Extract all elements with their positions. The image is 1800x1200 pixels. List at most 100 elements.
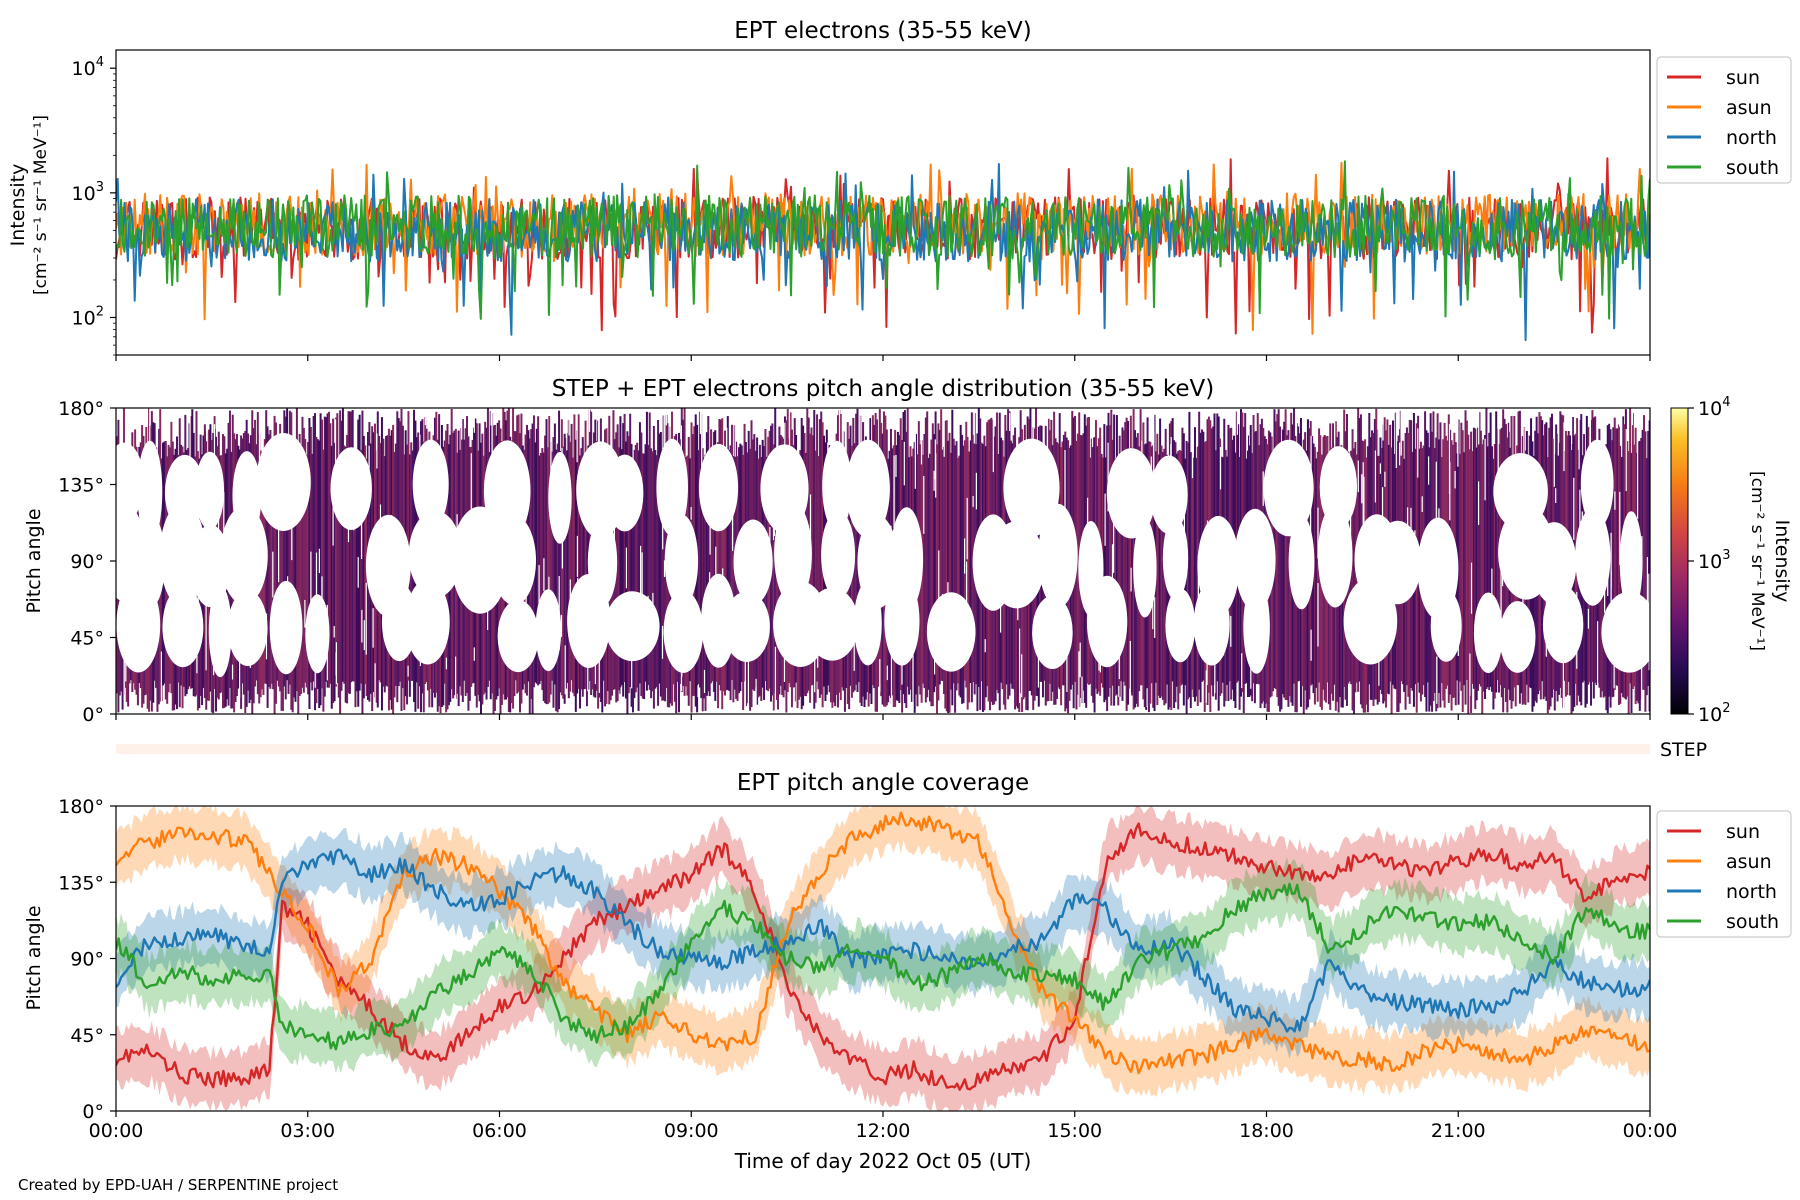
heatmap-gap [424,408,426,426]
heatmap-gap [288,482,290,505]
heatmap-column [297,452,300,714]
heatmap-gap [1086,575,1128,668]
heatmap-gap [912,654,914,711]
x-tick-label: 12:00 [856,1120,911,1142]
heatmap-column [336,413,339,683]
heatmap-column [1641,429,1644,690]
heatmap-gap [1113,511,1115,573]
heatmap-column [640,432,643,696]
heatmap-gap [304,600,306,628]
heatmap-gap [632,413,634,486]
heatmap-column [817,456,820,690]
heatmap-gap [1498,408,1500,430]
heatmap-column [1497,444,1500,693]
heatmap-gap [1362,462,1364,529]
heatmap-gap [1579,489,1581,547]
heatmap-gap [1299,467,1301,493]
heatmap-gap [1059,539,1061,574]
heatmap-gap [1449,461,1451,521]
heatmap-gap [558,576,560,651]
heatmap-gap [1078,651,1080,710]
heatmap-gap [1454,471,1456,489]
heatmap-column [1316,451,1319,702]
heatmap-column [279,423,282,692]
heatmap-gap [1133,518,1157,618]
heatmap-gap [1641,536,1643,569]
heatmap-column [583,456,586,690]
heatmap-gap [934,609,936,675]
heatmap-column [551,451,554,681]
heatmap-gap [405,579,450,665]
step-strip-label: STEP [1660,739,1707,761]
heatmap-gap [215,415,217,437]
heatmap-column [955,441,958,691]
heatmap-gap [1106,448,1156,539]
heatmap-gap [1545,595,1547,657]
heatmap-gap [213,560,215,621]
heatmap-column [567,419,570,699]
heatmap-gap [1641,657,1643,708]
heatmap-gap [587,614,589,692]
heatmap-column [1460,422,1463,691]
heatmap-column [1648,420,1650,712]
heatmap-gap [1646,557,1648,605]
heatmap-column [290,412,293,710]
heatmap-gap [1563,422,1565,472]
heatmap-column [304,438,307,683]
heatmap-column [956,457,959,684]
heatmap-column [1125,417,1128,711]
heatmap-gap [1417,428,1419,478]
heatmap-gap [1154,597,1156,638]
heatmap-gap [1222,598,1225,656]
heatmap-gap [1129,640,1131,701]
heatmap-column [1457,419,1460,705]
heatmap-column [1313,447,1316,705]
heatmap-gap [668,408,670,470]
heatmap-column [286,408,289,681]
heatmap-gap [1303,484,1305,538]
heatmap-gap [1399,442,1401,466]
heatmap-gap [1576,591,1578,669]
heatmap-column [546,447,549,705]
heatmap-gap [1206,623,1208,685]
heatmap-gap [1321,434,1323,455]
heatmap-gap [394,595,396,659]
heatmap-gap [1597,621,1599,692]
heatmap-gap [756,547,758,602]
heatmap-gap [935,453,937,498]
heatmap-gap [903,441,905,486]
heatmap-column [300,454,303,694]
heatmap-gap [964,538,966,574]
heatmap-gap [434,490,436,533]
series-band-south [116,856,1650,1074]
heatmap-gap [419,652,421,666]
x-tick-label: 06:00 [472,1120,527,1142]
heatmap-column [1157,454,1160,696]
heatmap-gap [1021,654,1023,698]
heatmap-gap [788,580,790,638]
heatmap-column [1188,411,1191,698]
series-line-sun [116,822,1650,1091]
heatmap-column [570,423,573,681]
heatmap-column [1463,452,1466,686]
heatmap-gap [893,455,895,529]
series-line-south [116,882,1650,1051]
heatmap-gap [1562,641,1564,709]
heatmap-column [811,435,814,685]
heatmap-column [1644,431,1647,712]
heatmap-column [322,449,325,712]
colorbar: 102 103 104 Intensity [cm⁻² s⁻¹ sr⁻¹ MeV⁻¹… [1670,395,1793,726]
heatmap-gap [1604,575,1606,613]
x-tick-label: 15:00 [1047,1120,1102,1142]
heatmap-gap [890,635,893,710]
heatmap-gap [1378,652,1380,686]
heatmap-gap [1470,562,1473,614]
heatmap-column [1284,409,1287,700]
heatmap-gap [663,413,665,478]
heatmap-column [1612,427,1615,697]
y-tick-label: 180° [58,796,104,818]
heatmap-gap [1175,541,1177,555]
heatmap-gap [744,644,746,713]
heatmap-gap [1292,446,1294,457]
